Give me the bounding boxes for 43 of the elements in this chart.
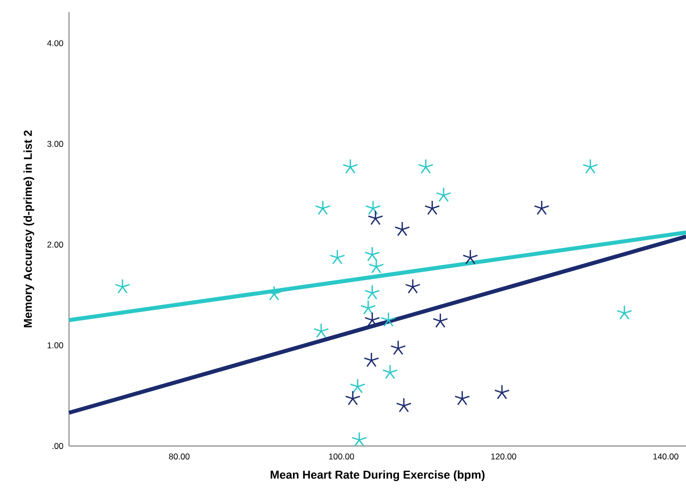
point <box>364 284 380 300</box>
point <box>364 246 380 262</box>
point <box>394 221 410 236</box>
y-tick-label: .00 <box>52 442 64 449</box>
y-axis-title: Memory Accuracy (d-prime) in List 2 <box>23 130 34 328</box>
x-tick-label: 120.00 <box>491 454 516 460</box>
x-tick-label: 100.00 <box>329 454 354 460</box>
x-tick-label: 80.00 <box>169 454 190 460</box>
point <box>342 158 358 174</box>
point <box>360 300 376 315</box>
point <box>350 378 366 394</box>
point <box>330 250 346 264</box>
point <box>582 158 598 174</box>
point <box>114 278 130 294</box>
point <box>351 432 368 447</box>
point <box>418 158 434 174</box>
y-tick-label: 3.00 <box>47 140 64 147</box>
point <box>315 200 331 216</box>
point <box>368 258 384 274</box>
x-tick-label: 140.00 <box>653 454 678 460</box>
point <box>404 278 421 294</box>
point <box>454 390 470 406</box>
x-axis-title: Mean Heart Rate During Exercise (bpm) <box>270 470 485 482</box>
point <box>368 210 384 226</box>
point <box>390 340 406 356</box>
point <box>616 304 632 320</box>
y-tick-label: 1.00 <box>48 342 64 348</box>
point <box>424 200 440 216</box>
point <box>344 390 361 406</box>
y-tick-label: 4.00 <box>47 40 64 46</box>
point <box>436 187 452 202</box>
point <box>432 312 448 328</box>
point <box>380 312 396 327</box>
point <box>534 200 550 216</box>
y-tick-label: 2.00 <box>47 242 64 248</box>
point <box>364 352 380 368</box>
point <box>365 200 381 216</box>
point <box>313 323 329 338</box>
point <box>462 250 478 264</box>
point <box>364 312 380 327</box>
point <box>494 384 510 400</box>
point <box>382 364 398 380</box>
point <box>396 398 412 412</box>
